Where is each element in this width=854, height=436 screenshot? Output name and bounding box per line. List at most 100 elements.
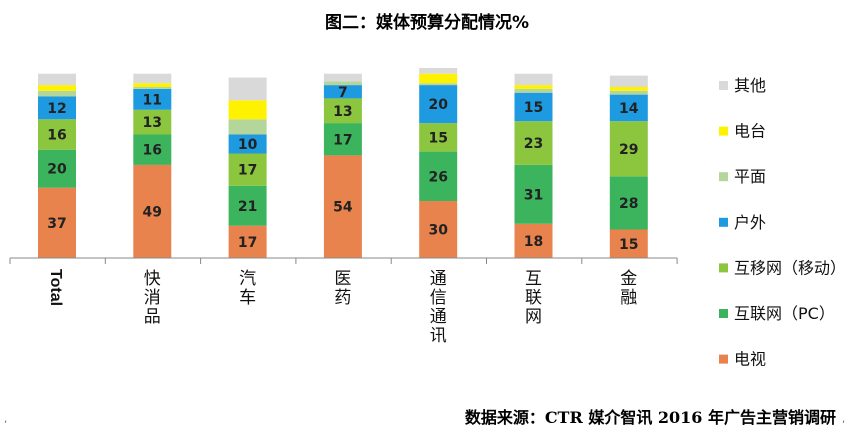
data-label-6-0: 15 (619, 237, 638, 253)
bar-segment-4-4 (419, 83, 458, 86)
bar-segment-4-2 (419, 123, 458, 152)
bar-segment-2-2 (228, 153, 267, 186)
category-label-3: 医药 (334, 269, 351, 308)
data-label-6-1: 28 (619, 196, 638, 212)
legend-swatch-6 (719, 354, 728, 364)
bar-segment-5-4 (514, 88, 553, 93)
category-label-4: 通信通讯 (430, 269, 447, 346)
bar-segment-3-1 (323, 123, 362, 156)
bar-segment-1-4 (133, 87, 172, 89)
bar-segment-1-1 (133, 134, 172, 165)
bar-segment-1-2 (133, 109, 172, 135)
bar-segment-0-0 (38, 187, 76, 258)
data-label-1-0: 49 (143, 204, 162, 220)
data-label-1-3: 11 (143, 92, 162, 108)
data-label-5-0: 18 (524, 234, 543, 250)
legend-swatch-4 (719, 263, 728, 273)
bar-segment-5-3 (514, 92, 553, 122)
data-label-3-0: 54 (333, 200, 353, 216)
bar-segment-1-6 (133, 73, 172, 84)
bar-segment-6-5 (609, 87, 648, 91)
category-label-1: 快消品 (144, 269, 161, 327)
legend-label-2: 平面 (734, 167, 766, 186)
legend-swatch-5 (719, 309, 728, 318)
bar-segment-0-2 (38, 119, 76, 150)
legend-swatch-2 (719, 172, 728, 182)
data-label-2-1: 21 (238, 199, 257, 215)
legend-swatch-1 (719, 126, 728, 136)
legend-label-0: 其他 (734, 76, 766, 95)
corner-mark-right: , (842, 414, 846, 425)
category-label-5: 互联网 (525, 269, 542, 327)
bar-segment-5-2 (514, 121, 553, 165)
bar-segment-4-1 (419, 151, 458, 201)
bar-segment-0-6 (38, 73, 76, 86)
bar-segment-0-1 (38, 149, 76, 188)
bar-segment-3-0 (323, 155, 362, 258)
bar-segment-5-5 (514, 85, 553, 89)
category-label-6: 金融 (620, 269, 637, 308)
data-label-0-0: 37 (47, 216, 66, 232)
data-label-4-3: 20 (428, 97, 448, 113)
bar-segment-2-6 (228, 77, 267, 101)
bar-segment-2-4 (228, 119, 267, 135)
data-label-4-1: 26 (428, 169, 447, 185)
category-label-2: 汽车 (239, 269, 256, 308)
bar-segment-1-0 (133, 164, 172, 258)
data-label-2-0: 17 (238, 235, 257, 251)
bar-segment-2-3 (228, 134, 267, 154)
bar-segment-5-0 (514, 223, 553, 258)
data-label-0-2: 16 (47, 128, 66, 144)
bar-segment-4-5 (419, 73, 458, 84)
legend-label-1: 电台 (734, 122, 766, 141)
bar-segment-6-4 (609, 90, 648, 95)
bar-segment-5-6 (514, 73, 553, 86)
bar-segment-5-1 (514, 164, 553, 224)
bar-segment-3-6 (323, 73, 362, 82)
bar-segment-3-2 (323, 98, 362, 124)
bar-segment-0-3 (38, 96, 76, 120)
legend-label-6: 电视 (734, 350, 766, 369)
corner-mark-left: , (4, 414, 8, 425)
data-label-0-3: 12 (47, 101, 66, 117)
bar-segment-1-3 (133, 88, 172, 110)
data-label-5-3: 15 (524, 100, 543, 116)
bar-segment-6-2 (609, 121, 648, 177)
data-label-3-2: 13 (333, 104, 352, 120)
bar-segment-1-5 (133, 83, 172, 87)
bar-segment-6-0 (609, 229, 648, 258)
legend-swatch-3 (719, 217, 728, 227)
bar-segment-4-0 (419, 201, 458, 258)
data-label-3-3: 7 (338, 85, 348, 101)
bar-segment-6-6 (609, 75, 648, 87)
bar-segment-0-4 (38, 90, 76, 97)
data-label-6-3: 14 (619, 101, 639, 117)
category-label-0: Total (47, 269, 64, 306)
data-label-5-2: 23 (524, 136, 543, 152)
bar-segment-3-3 (323, 85, 362, 99)
bar-segment-6-3 (609, 94, 648, 122)
data-label-1-1: 16 (143, 143, 162, 159)
data-label-3-1: 17 (333, 132, 352, 148)
source-note: 数据来源：CTR 媒介智讯 2016 年广告主营销调研 (464, 408, 836, 427)
data-label-6-2: 29 (619, 142, 638, 158)
data-label-5-1: 31 (524, 187, 543, 203)
legend-label-4: 互移网（移动） (734, 258, 846, 277)
data-label-4-2: 15 (428, 130, 447, 146)
legend-swatch-0 (719, 81, 728, 90)
bar-segment-2-0 (228, 225, 267, 258)
data-label-1-2: 13 (143, 115, 162, 131)
chart-title: 图二：媒体预算分配情况% (324, 13, 530, 33)
legend-label-3: 户外 (734, 213, 766, 232)
bar-segment-6-1 (609, 176, 648, 230)
data-label-2-3: 10 (238, 137, 258, 153)
bar-segment-3-4 (323, 81, 362, 86)
bar-segment-4-6 (419, 68, 458, 74)
bar-segment-2-1 (228, 185, 267, 226)
bar-segment-2-5 (228, 100, 267, 120)
legend-label-5: 互联网（PC） (734, 304, 835, 323)
bar-segment-0-5 (38, 85, 76, 91)
data-label-2-2: 17 (238, 163, 257, 179)
data-label-0-1: 20 (47, 162, 67, 178)
